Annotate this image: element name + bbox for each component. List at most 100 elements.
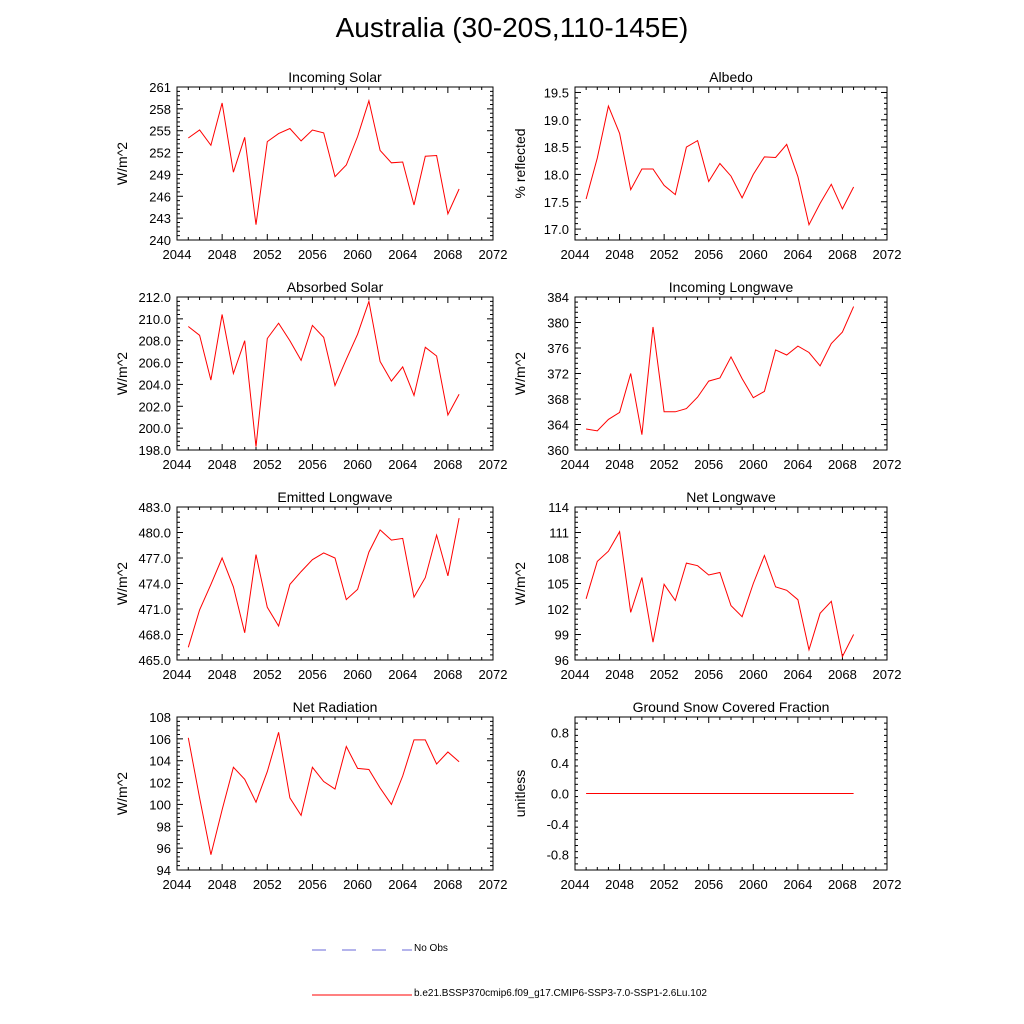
x-tick-label: 2068 (433, 457, 462, 472)
panel-3: Absorbed Solar W/m^2 2044 2048 2052 2056 2060 2… (114, 279, 507, 472)
legend-obs-line (312, 949, 412, 951)
x-tick-label: 2068 (828, 247, 857, 262)
legend-model-line (312, 994, 412, 996)
y-tick-label: 96 (555, 653, 569, 668)
y-tick-label: 468.0 (138, 628, 171, 643)
legend-model-label: b.e21.BSSP370cmip6.f09_g17.CMIP6-SSP3-7.… (414, 988, 707, 999)
x-tick-label: 2060 (343, 457, 372, 472)
x-tick-label: 2072 (479, 457, 508, 472)
x-tick-label: 2060 (343, 247, 372, 262)
series-line (187, 518, 460, 648)
panel-title: Emitted Longwave (277, 489, 392, 505)
x-tick-label: 2048 (208, 457, 237, 472)
y-tick-label: 212.0 (138, 290, 171, 305)
panel-8: Ground Snow Covered Fraction unitless 2044… (512, 699, 901, 892)
x-tick-label: 2064 (388, 457, 417, 472)
x-tick-label: 2060 (739, 247, 768, 262)
y-tick-label: 0.0 (551, 787, 569, 802)
panel-2: Albedo % reflected 2044 2048 2052 2056 2060 206… (512, 69, 901, 262)
y-tick-label: 104 (149, 754, 171, 769)
x-tick-label: 2064 (783, 457, 812, 472)
x-tick-label: 2052 (253, 457, 282, 472)
x-tick-label: 2068 (433, 247, 462, 262)
y-tick-label: 0.8 (551, 725, 569, 740)
y-tick-label: 243 (149, 211, 171, 226)
x-tick-label: 2044 (163, 457, 192, 472)
y-tick-label: 465.0 (138, 653, 171, 668)
y-tick-label: 471.0 (138, 602, 171, 617)
plot-frame (574, 506, 888, 661)
y-tick-label: 364 (547, 418, 569, 433)
y-tick-label: 99 (555, 628, 569, 643)
series-line (585, 530, 855, 659)
y-tick-label: 94 (157, 863, 171, 878)
x-tick-label: 2064 (783, 667, 812, 682)
y-tick-label: 372 (547, 367, 569, 382)
x-tick-label: 2056 (298, 667, 327, 682)
x-tick-label: 2052 (253, 877, 282, 892)
panel-5: Emitted Longwave W/m^2 2044 2048 2052 2056 206… (114, 489, 507, 682)
plot-frame (176, 716, 494, 871)
x-tick-label: 2056 (298, 457, 327, 472)
plot-frame (574, 86, 888, 241)
y-tick-label: 98 (157, 819, 171, 834)
y-tick-label: 105 (547, 577, 569, 592)
x-tick-label: 2044 (561, 457, 590, 472)
x-tick-label: 2044 (561, 667, 590, 682)
y-axis-label: W/m^2 (114, 352, 130, 395)
x-tick-label: 2056 (694, 247, 723, 262)
y-tick-label: 200.0 (138, 421, 171, 436)
x-tick-label: 2072 (873, 457, 902, 472)
panel-title: Albedo (709, 69, 753, 85)
x-tick-label: 2044 (561, 877, 590, 892)
y-tick-label: 102 (547, 602, 569, 617)
x-tick-label: 2044 (163, 667, 192, 682)
x-tick-label: 2068 (828, 877, 857, 892)
x-tick-label: 2056 (298, 247, 327, 262)
series-line (585, 104, 855, 227)
panel-title: Incoming Solar (288, 69, 382, 85)
series-line (188, 98, 460, 225)
x-tick-label: 2064 (388, 877, 417, 892)
x-tick-label: 2044 (561, 247, 590, 262)
x-tick-label: 2052 (650, 457, 679, 472)
y-tick-label: 114 (548, 500, 569, 515)
y-tick-label: 483.0 (138, 500, 171, 515)
y-tick-label: 19.0 (544, 113, 569, 128)
y-tick-label: 204.0 (138, 377, 171, 392)
y-tick-label: 210.0 (138, 312, 171, 327)
y-tick-label: 100 (149, 797, 171, 812)
x-tick-label: 2048 (605, 667, 634, 682)
y-axis-label: % reflected (512, 128, 528, 198)
plot-frame (176, 86, 494, 241)
panel-title: Incoming Longwave (669, 279, 794, 295)
y-tick-label: 108 (149, 710, 171, 725)
y-tick-label: 252 (149, 146, 171, 161)
y-axis-label: W/m^2 (512, 352, 528, 395)
y-axis-label: W/m^2 (114, 562, 130, 605)
panel-title: Net Radiation (293, 699, 378, 715)
x-tick-label: 2060 (739, 877, 768, 892)
panel-title: Net Longwave (686, 489, 776, 505)
plot-frame (574, 296, 888, 451)
y-tick-label: 106 (149, 732, 171, 747)
panel-4: Incoming Longwave W/m^2 2044 2048 2052 2056 20… (512, 279, 901, 472)
x-tick-label: 2072 (873, 877, 902, 892)
panel-7: Net Radiation W/m^2 2044 2048 2052 2056 2060 20… (114, 699, 507, 892)
x-tick-label: 2068 (433, 667, 462, 682)
y-tick-label: 111 (549, 526, 569, 541)
x-tick-label: 2056 (298, 877, 327, 892)
panel-1: Incoming Solar W/m^2 2044 2048 2052 2056 2060 2… (114, 69, 507, 262)
x-tick-label: 2052 (650, 667, 679, 682)
x-tick-label: 2072 (873, 247, 902, 262)
x-tick-label: 2044 (163, 247, 192, 262)
y-tick-label: 261 (149, 80, 171, 95)
y-axis-label: W/m^2 (512, 562, 528, 605)
y-tick-label: 376 (547, 341, 569, 356)
x-tick-label: 2064 (783, 247, 812, 262)
x-tick-label: 2048 (208, 877, 237, 892)
x-tick-label: 2060 (343, 667, 372, 682)
y-tick-label: 0.4 (551, 756, 569, 771)
x-tick-label: 2060 (739, 667, 768, 682)
